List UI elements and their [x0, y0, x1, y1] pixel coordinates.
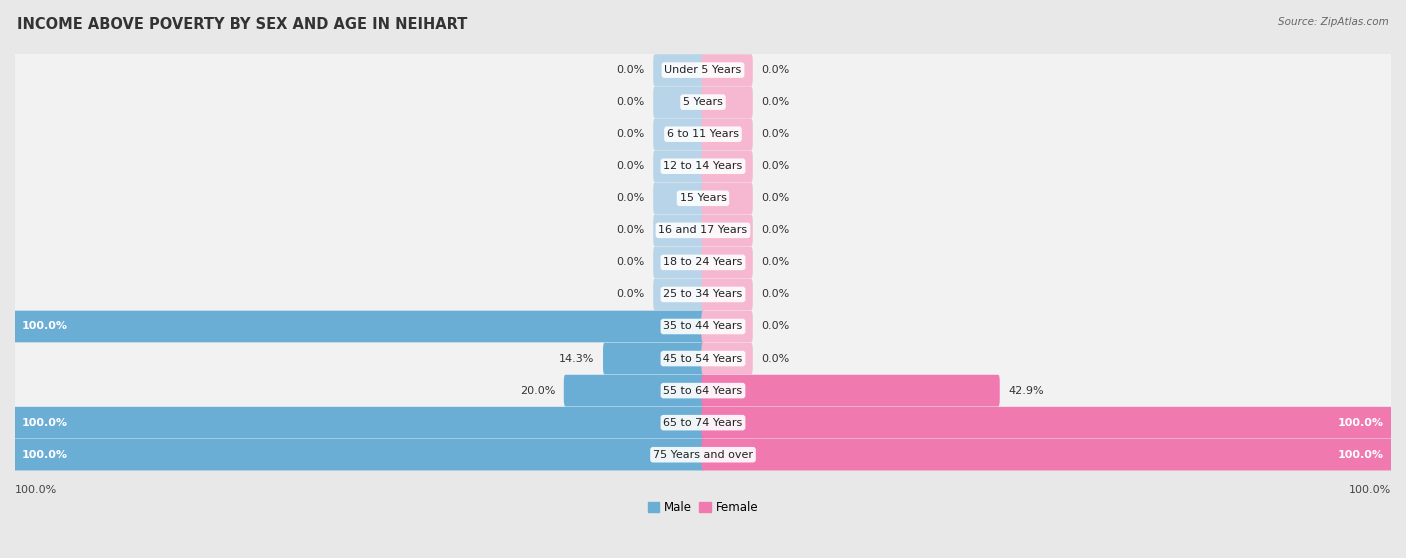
FancyBboxPatch shape: [0, 391, 1406, 519]
Text: 100.0%: 100.0%: [1339, 450, 1384, 460]
FancyBboxPatch shape: [702, 375, 1000, 406]
Text: 5 Years: 5 Years: [683, 97, 723, 107]
FancyBboxPatch shape: [702, 343, 752, 374]
FancyBboxPatch shape: [0, 38, 1406, 166]
Text: 12 to 14 Years: 12 to 14 Years: [664, 161, 742, 171]
Text: 16 and 17 Years: 16 and 17 Years: [658, 225, 748, 235]
FancyBboxPatch shape: [0, 262, 1406, 391]
Text: INCOME ABOVE POVERTY BY SEX AND AGE IN NEIHART: INCOME ABOVE POVERTY BY SEX AND AGE IN N…: [17, 17, 467, 32]
Text: 100.0%: 100.0%: [1348, 485, 1391, 495]
FancyBboxPatch shape: [0, 198, 1406, 326]
Text: 0.0%: 0.0%: [762, 257, 790, 267]
FancyBboxPatch shape: [0, 230, 1406, 359]
Text: 0.0%: 0.0%: [762, 321, 790, 331]
Text: 0.0%: 0.0%: [616, 65, 644, 75]
Text: 0.0%: 0.0%: [616, 290, 644, 300]
Text: 35 to 44 Years: 35 to 44 Years: [664, 321, 742, 331]
FancyBboxPatch shape: [702, 54, 752, 86]
FancyBboxPatch shape: [702, 182, 752, 214]
Text: Under 5 Years: Under 5 Years: [665, 65, 741, 75]
Text: 65 to 74 Years: 65 to 74 Years: [664, 417, 742, 427]
FancyBboxPatch shape: [702, 311, 752, 342]
FancyBboxPatch shape: [0, 166, 1406, 295]
Text: 55 to 64 Years: 55 to 64 Years: [664, 386, 742, 396]
FancyBboxPatch shape: [702, 214, 752, 246]
Text: 0.0%: 0.0%: [762, 65, 790, 75]
Text: 14.3%: 14.3%: [560, 354, 595, 364]
FancyBboxPatch shape: [702, 151, 752, 182]
Text: 0.0%: 0.0%: [762, 225, 790, 235]
Text: 0.0%: 0.0%: [616, 161, 644, 171]
FancyBboxPatch shape: [14, 439, 704, 470]
Text: 100.0%: 100.0%: [22, 417, 67, 427]
FancyBboxPatch shape: [702, 278, 752, 310]
FancyBboxPatch shape: [702, 439, 1392, 470]
Text: 18 to 24 Years: 18 to 24 Years: [664, 257, 742, 267]
FancyBboxPatch shape: [0, 134, 1406, 262]
FancyBboxPatch shape: [654, 214, 704, 246]
FancyBboxPatch shape: [0, 295, 1406, 422]
FancyBboxPatch shape: [0, 102, 1406, 230]
FancyBboxPatch shape: [0, 70, 1406, 198]
FancyBboxPatch shape: [564, 375, 704, 406]
FancyBboxPatch shape: [654, 247, 704, 278]
FancyBboxPatch shape: [702, 118, 752, 150]
FancyBboxPatch shape: [654, 86, 704, 118]
Text: 100.0%: 100.0%: [15, 485, 58, 495]
FancyBboxPatch shape: [14, 311, 704, 342]
Text: 0.0%: 0.0%: [762, 161, 790, 171]
Text: 0.0%: 0.0%: [616, 257, 644, 267]
FancyBboxPatch shape: [0, 6, 1406, 134]
Text: 100.0%: 100.0%: [22, 321, 67, 331]
Text: 100.0%: 100.0%: [22, 450, 67, 460]
FancyBboxPatch shape: [654, 118, 704, 150]
FancyBboxPatch shape: [654, 151, 704, 182]
Text: 25 to 34 Years: 25 to 34 Years: [664, 290, 742, 300]
Legend: Male, Female: Male, Female: [643, 497, 763, 519]
FancyBboxPatch shape: [702, 407, 1392, 439]
FancyBboxPatch shape: [654, 182, 704, 214]
Text: 0.0%: 0.0%: [762, 290, 790, 300]
Text: 20.0%: 20.0%: [520, 386, 555, 396]
FancyBboxPatch shape: [0, 359, 1406, 487]
FancyBboxPatch shape: [603, 343, 704, 374]
Text: 45 to 54 Years: 45 to 54 Years: [664, 354, 742, 364]
FancyBboxPatch shape: [654, 54, 704, 86]
Text: 0.0%: 0.0%: [616, 225, 644, 235]
Text: 0.0%: 0.0%: [616, 193, 644, 203]
Text: 0.0%: 0.0%: [616, 129, 644, 139]
Text: 0.0%: 0.0%: [762, 354, 790, 364]
FancyBboxPatch shape: [0, 326, 1406, 455]
Text: 42.9%: 42.9%: [1008, 386, 1045, 396]
Text: 100.0%: 100.0%: [1339, 417, 1384, 427]
Text: 0.0%: 0.0%: [616, 97, 644, 107]
Text: 0.0%: 0.0%: [762, 193, 790, 203]
Text: 15 Years: 15 Years: [679, 193, 727, 203]
FancyBboxPatch shape: [702, 86, 752, 118]
FancyBboxPatch shape: [14, 407, 704, 439]
Text: 0.0%: 0.0%: [762, 97, 790, 107]
Text: 0.0%: 0.0%: [762, 129, 790, 139]
Text: 6 to 11 Years: 6 to 11 Years: [666, 129, 740, 139]
Text: 75 Years and over: 75 Years and over: [652, 450, 754, 460]
FancyBboxPatch shape: [654, 278, 704, 310]
Text: Source: ZipAtlas.com: Source: ZipAtlas.com: [1278, 17, 1389, 27]
FancyBboxPatch shape: [702, 247, 752, 278]
